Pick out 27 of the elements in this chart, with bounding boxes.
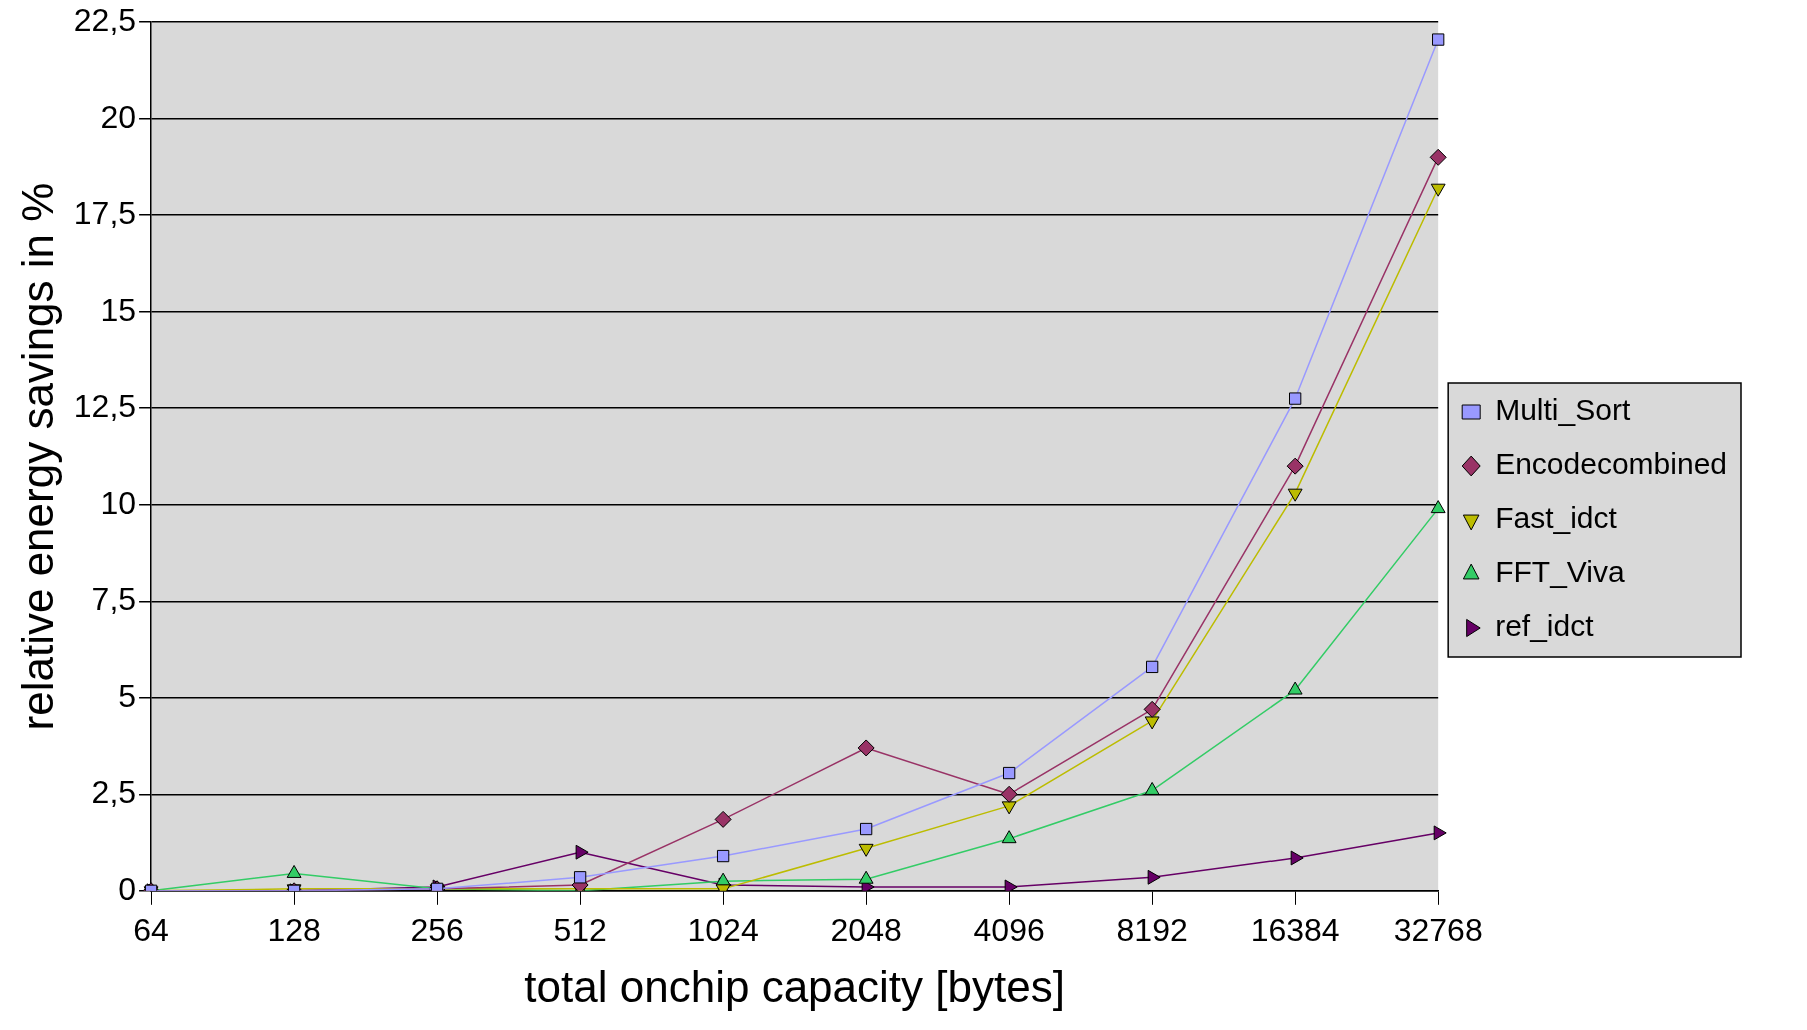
y-tick-label: 2,5 — [91, 774, 137, 811]
x-tick-label: 4096 — [973, 911, 1045, 948]
legend-label: Multi_Sort — [1495, 393, 1631, 427]
x-tick-label: 16384 — [1250, 911, 1340, 948]
y-tick-label: 22,5 — [73, 2, 137, 39]
y-axis-title: relative energy savings in % — [12, 182, 62, 731]
x-tick-label: 32768 — [1393, 911, 1483, 948]
y-tick-label: 10 — [100, 484, 137, 521]
legend-label: Encodecombined — [1495, 447, 1727, 481]
x-tick-label: 64 — [133, 911, 169, 948]
x-tick-label: 1024 — [687, 911, 759, 948]
y-tick-label: 12,5 — [73, 388, 137, 425]
y-tick-label: 5 — [118, 677, 137, 714]
legend-label: FFT_Viva — [1495, 555, 1625, 589]
y-tick-label: 7,5 — [91, 581, 137, 618]
y-tick-label: 20 — [100, 98, 137, 135]
x-tick-label: 8192 — [1116, 911, 1188, 948]
y-tick-label: 15 — [100, 291, 137, 328]
x-tick-label: 128 — [267, 911, 321, 948]
legend-label: Fast_idct — [1495, 501, 1618, 535]
x-tick-label: 2048 — [830, 911, 902, 948]
x-tick-label: 256 — [410, 911, 464, 948]
y-tick-label: 17,5 — [73, 195, 137, 232]
x-tick-label: 512 — [553, 911, 607, 948]
x-axis-title: total onchip capacity [bytes] — [524, 961, 1065, 1011]
legend-label: ref_idct — [1495, 609, 1595, 643]
y-tick-label: 0 — [118, 870, 137, 907]
